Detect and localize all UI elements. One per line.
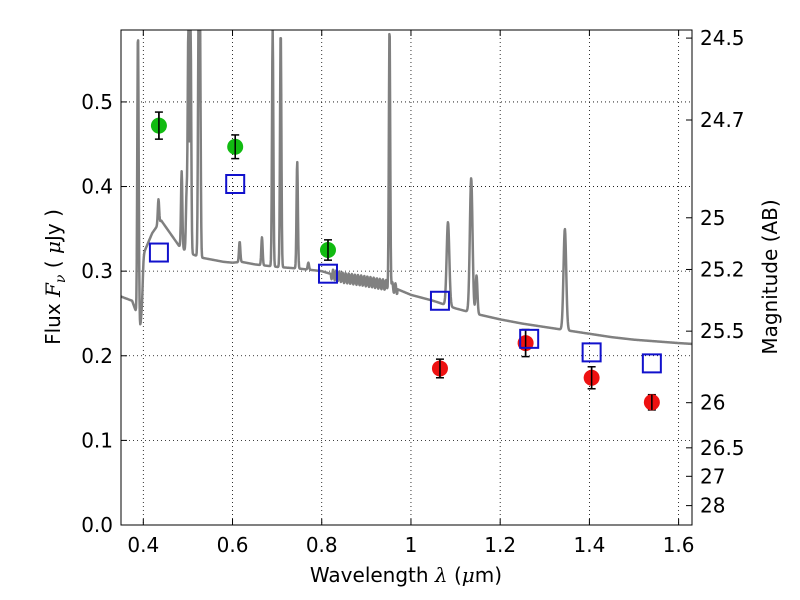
y-tick-label: 0.4	[81, 175, 113, 199]
grid-lines	[121, 30, 692, 526]
model-flux-square	[148, 242, 169, 263]
x-tick-label: 1.6	[663, 533, 695, 557]
model-flux-square	[317, 263, 338, 284]
model-flux-square	[225, 174, 246, 194]
y-tick-label: 0.2	[81, 344, 113, 368]
x-tick-label: 1	[405, 533, 418, 557]
y2-tick-label: 27	[700, 464, 725, 488]
x-tick-label: 1.2	[484, 533, 516, 557]
axis-ticks: 0.4 0.6 0.8 1 1.2 1.4 1.6 0.0 0.1 0.2 0.3 0.4 0.5 24.…	[81, 26, 744, 557]
model-spectrum-line	[121, 30, 692, 346]
y-tick-label: 0.1	[81, 428, 113, 452]
model-flux-square	[519, 328, 540, 349]
y2-tick-label: 25.2	[700, 257, 745, 281]
model-flux-square	[429, 290, 450, 311]
y-axis-label: Flux Fν ( μJy )	[41, 209, 69, 345]
x-tick-label: 1.4	[573, 533, 605, 557]
y2-axis-label: Magnitude (AB)	[758, 199, 782, 354]
model-flux-square	[581, 342, 602, 363]
y2-tick-label: 24.5	[700, 26, 745, 50]
x-axis-label: Wavelength λ (μm)	[310, 563, 502, 587]
model-flux-square	[641, 353, 662, 374]
x-tick-label: 0.8	[306, 533, 338, 557]
model-sed-spectrum	[121, 30, 692, 346]
y-tick-label: 0.0	[81, 513, 113, 537]
y2-tick-label: 24.7	[700, 108, 745, 132]
y-tick-label: 0.5	[81, 90, 113, 114]
y2-tick-label: 28	[700, 494, 725, 518]
y2-tick-label: 26.5	[700, 436, 745, 460]
y2-tick-label: 25	[700, 206, 725, 230]
plot-frame	[120, 29, 693, 526]
y-tick-label: 0.3	[81, 259, 113, 283]
x-tick-label: 0.4	[127, 533, 159, 557]
y2-tick-label: 26	[700, 391, 725, 415]
photometry-points	[148, 111, 662, 411]
y2-tick-label: 25.5	[700, 319, 745, 343]
x-tick-label: 0.6	[217, 533, 249, 557]
